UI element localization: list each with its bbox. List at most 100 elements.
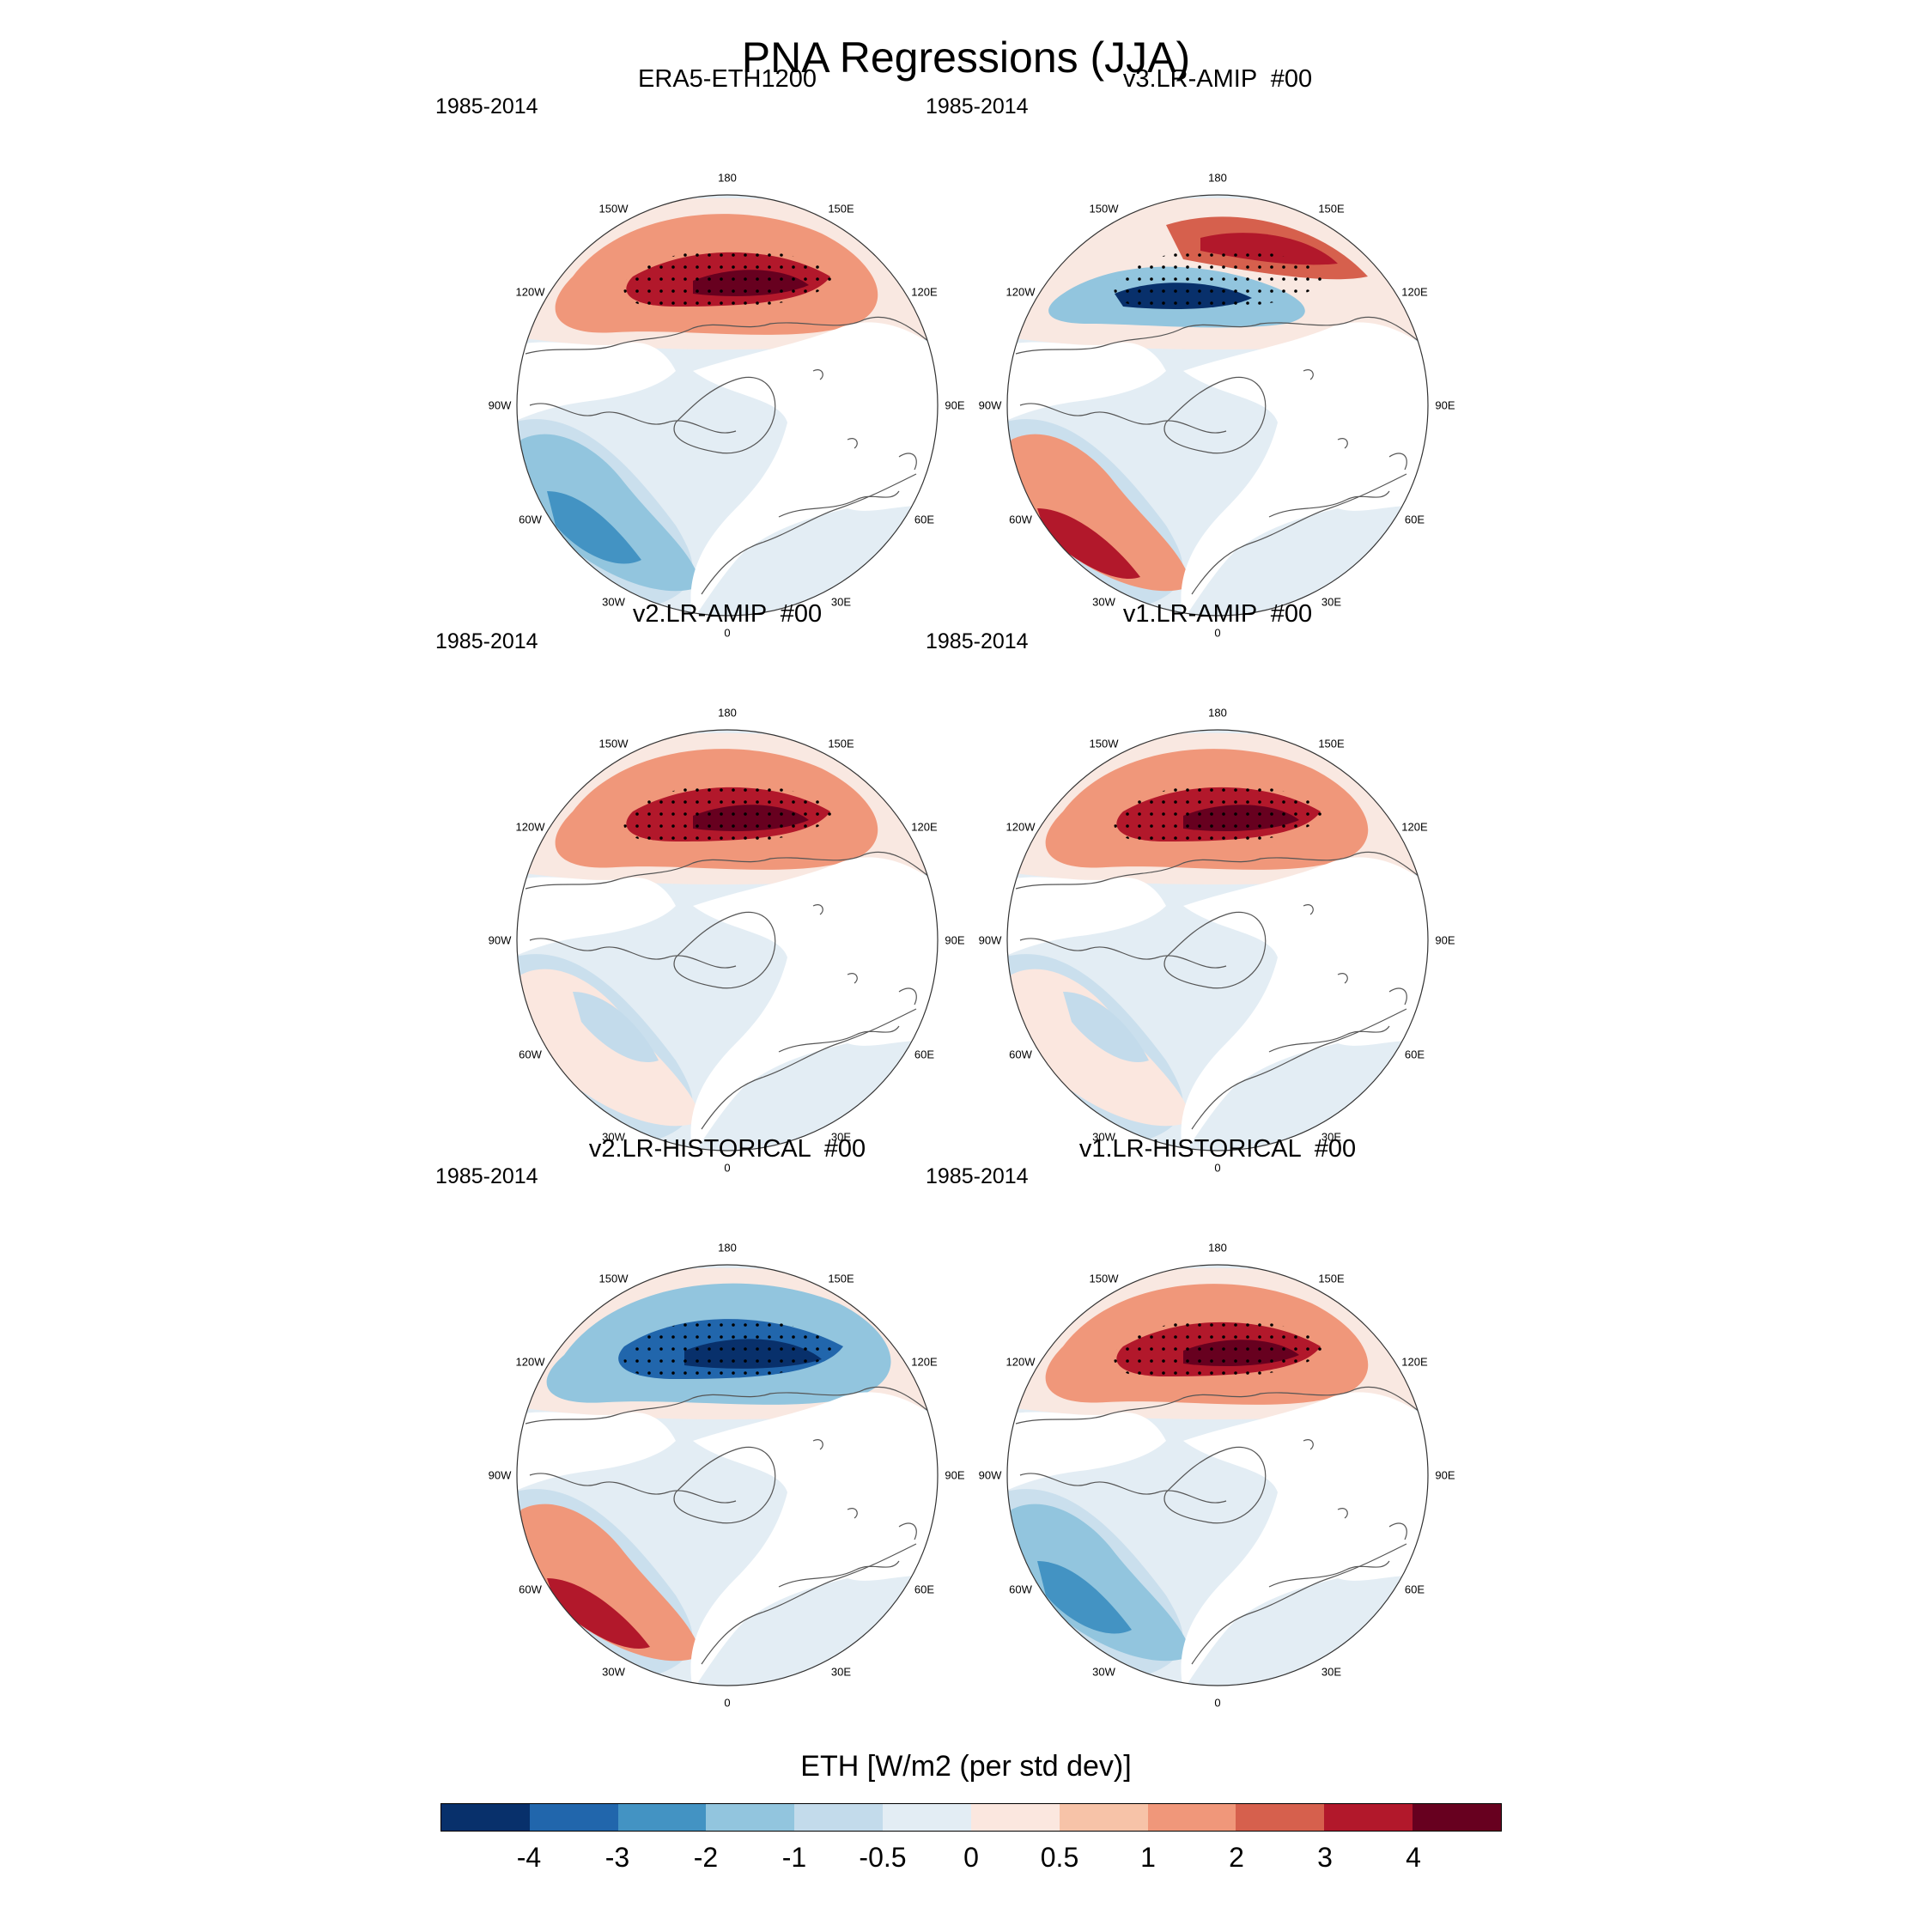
coastline (1163, 376, 1267, 454)
coastline (1019, 403, 1227, 434)
colorbar-swatch (529, 1804, 618, 1831)
longitude-label: 120E (911, 820, 938, 833)
map-panel: v2.LR-AMIP #00 1985-2014 180 150E 120E 90E 60E… (435, 600, 968, 1189)
map-border (1006, 194, 1429, 617)
coastline (1337, 973, 1348, 984)
anomaly-region (1037, 1561, 1132, 1634)
colorbar (440, 1803, 1502, 1832)
coastline (1163, 911, 1267, 989)
coastline (1388, 453, 1407, 471)
longitude-label: 90E (1435, 933, 1455, 947)
longitude-label: 90W (978, 398, 1002, 412)
land-mask (1181, 322, 1428, 616)
anomaly-region (518, 1504, 702, 1662)
coastline (1303, 369, 1314, 380)
coastline (847, 438, 858, 449)
coastline (673, 911, 776, 989)
colorbar-tick-label: 3 (1317, 1842, 1333, 1873)
colorbar-tick-label: -4 (516, 1842, 542, 1873)
significance-stippling (1114, 783, 1329, 844)
map-panel: ERA5-ETH1200 1985-2014 180 150E 120E 90E 60E 30… (435, 65, 968, 654)
land-mask (1007, 1412, 1166, 1492)
significance-stippling (623, 783, 839, 844)
longitude-label: 0 (1214, 1696, 1221, 1710)
colorbar-tick-label: 0.5 (1040, 1842, 1079, 1873)
coastline (778, 1560, 900, 1588)
longitude-label: 0 (724, 1161, 731, 1175)
coastline (1303, 904, 1314, 915)
panel-title: ERA5-ETH1200 (638, 65, 817, 93)
colorbar-swatch (706, 1804, 795, 1831)
panel-period: 1985-2014 (435, 1164, 538, 1188)
longitude-label: 30W (1092, 595, 1115, 609)
longitude-label: 60E (1404, 1583, 1425, 1595)
polar-map (1006, 1264, 1429, 1686)
longitude-label: 120W (1005, 285, 1036, 298)
longitude-label: 90E (945, 1468, 965, 1482)
coastline (778, 1025, 900, 1053)
panel-title: v1.LR-AMIP #00 (1122, 600, 1313, 628)
coastline (847, 1508, 858, 1519)
panel-period: 1985-2014 (926, 629, 1029, 653)
panel-title: v1.LR-HISTORICAL #00 (1078, 1135, 1357, 1163)
longitude-label: 0 (1214, 1161, 1221, 1175)
colorbar-tick-label: -1 (781, 1842, 807, 1873)
colorbar-tick-label: -2 (693, 1842, 719, 1873)
longitude-label: 90W (488, 398, 512, 412)
longitude-label: 150E (828, 1272, 854, 1285)
panel-period: 1985-2014 (926, 1164, 1029, 1188)
longitude-label: 30E (830, 1665, 852, 1679)
longitude-label: 150E (1318, 202, 1345, 215)
colorbar-swatch (883, 1804, 971, 1831)
map-border (1006, 1264, 1429, 1686)
map-panel: v2.LR-HISTORICAL #00 1985-2014 180 150E 120E… (435, 1135, 968, 1724)
coastline (1337, 438, 1348, 449)
longitude-label: 120E (911, 285, 938, 298)
longitude-label: 150E (828, 737, 854, 750)
anomaly-region (1008, 434, 1192, 592)
longitude-label: 90W (488, 933, 512, 947)
anomaly-region (547, 1578, 650, 1649)
coastline (525, 1386, 934, 1425)
longitude-label: 150W (1089, 1272, 1119, 1285)
coastline (847, 973, 858, 984)
longitude-label: 90E (1435, 398, 1455, 412)
anomaly-region (1008, 1504, 1192, 1662)
longitude-label: 180 (718, 1241, 737, 1255)
longitude-label: 60E (914, 513, 935, 526)
longitude-label: 150W (598, 202, 629, 215)
longitude-label: 30W (602, 1665, 625, 1679)
colorbar-title: ETH [W/m2 (per std dev)] (800, 1750, 1132, 1783)
anomaly-region (573, 992, 659, 1062)
colorbar-swatch (970, 1804, 1060, 1831)
longitude-label: 150E (1318, 737, 1345, 750)
longitude-label: 150E (1318, 1272, 1345, 1285)
coastline (898, 1522, 917, 1540)
longitude-label: 60W (1009, 1583, 1032, 1595)
longitude-label: 60W (1009, 1048, 1032, 1060)
coastline (1019, 1473, 1227, 1504)
longitude-label: 120E (1401, 1355, 1428, 1368)
longitude-label: 120W (515, 285, 545, 298)
coastline (898, 987, 917, 1005)
longitude-label: 30W (1092, 1130, 1115, 1144)
colorbar-swatch (617, 1804, 707, 1831)
longitude-label: 30E (830, 1130, 852, 1144)
colorbar-swatch (1324, 1804, 1413, 1831)
figure-title: PNA Regressions (JJA) (741, 33, 1191, 82)
longitude-label: 90W (488, 1468, 512, 1482)
longitude-label: 120E (1401, 285, 1428, 298)
longitude-label: 120E (911, 1355, 938, 1368)
significance-stippling (1114, 1318, 1329, 1379)
coastline (701, 1008, 917, 1130)
panel-period: 1985-2014 (435, 94, 538, 118)
coastline (1191, 473, 1407, 595)
colorbar-tick-label: 0 (963, 1842, 979, 1873)
significance-stippling (1114, 248, 1329, 309)
longitude-label: 180 (718, 171, 737, 185)
coastline (1268, 1025, 1390, 1053)
colorbar-swatch (441, 1804, 530, 1831)
map-panel: v3.LR-AMIP #00 1985-2014 180 150E 120E 90E 60E… (926, 65, 1458, 654)
land-mask (517, 342, 676, 422)
longitude-label: 90W (978, 1468, 1002, 1482)
